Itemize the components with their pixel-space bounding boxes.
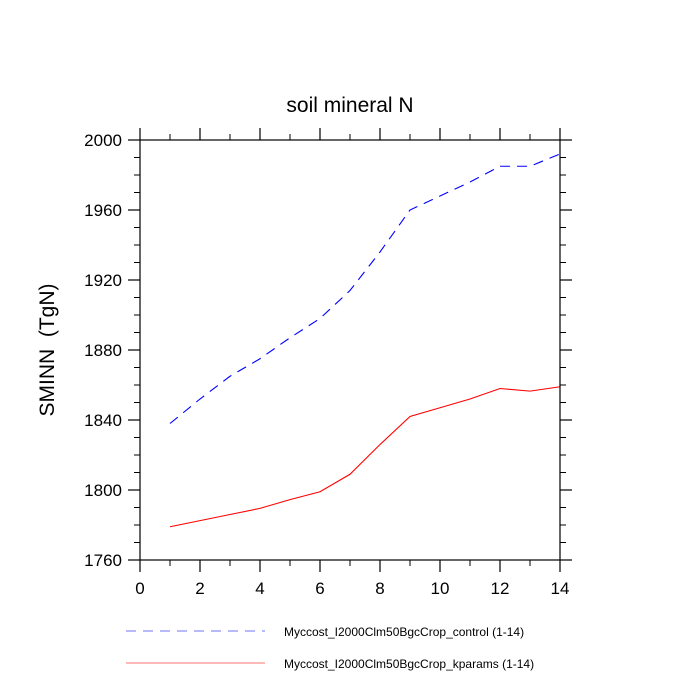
y-tick-label: 1880 — [84, 341, 122, 360]
x-tick-label: 14 — [551, 579, 570, 598]
legend-label-1: Myccost_I2000Clm50BgcCrop_kparams (1-14) — [284, 657, 534, 671]
chart-title: soil mineral N — [286, 94, 413, 117]
axis-ticks: 0 2 4 6 8 10 12 14 1760 1800 1840 1880 1920 1960 2000 — [84, 128, 572, 598]
y-tick-label: 1760 — [84, 551, 122, 570]
y-tick-label: 1800 — [84, 481, 122, 500]
legend-label-0: Myccost_I2000Clm50BgcCrop_control (1-14) — [284, 625, 524, 639]
y-tick-label: 1960 — [84, 201, 122, 220]
x-tick-label: 2 — [195, 579, 204, 598]
y-axis-label: SMINN (TgN) — [36, 284, 59, 417]
legend: Myccost_I2000Clm50BgcCrop_control (1-14)… — [126, 625, 534, 671]
series-lines — [169, 153, 561, 528]
x-tick-label: 4 — [255, 579, 264, 598]
series-line-1 — [169, 386, 561, 528]
y-tick-label: 2000 — [84, 131, 122, 150]
x-tick-label: 8 — [375, 579, 384, 598]
x-tick-label: 10 — [431, 579, 450, 598]
x-tick-label: 6 — [315, 579, 324, 598]
y-tick-label: 1840 — [84, 411, 122, 430]
y-tick-label: 1920 — [84, 271, 122, 290]
x-tick-label: 12 — [491, 579, 510, 598]
x-tick-label: 0 — [135, 579, 144, 598]
series-line-0 — [169, 153, 561, 424]
plot-frame — [139, 139, 561, 561]
